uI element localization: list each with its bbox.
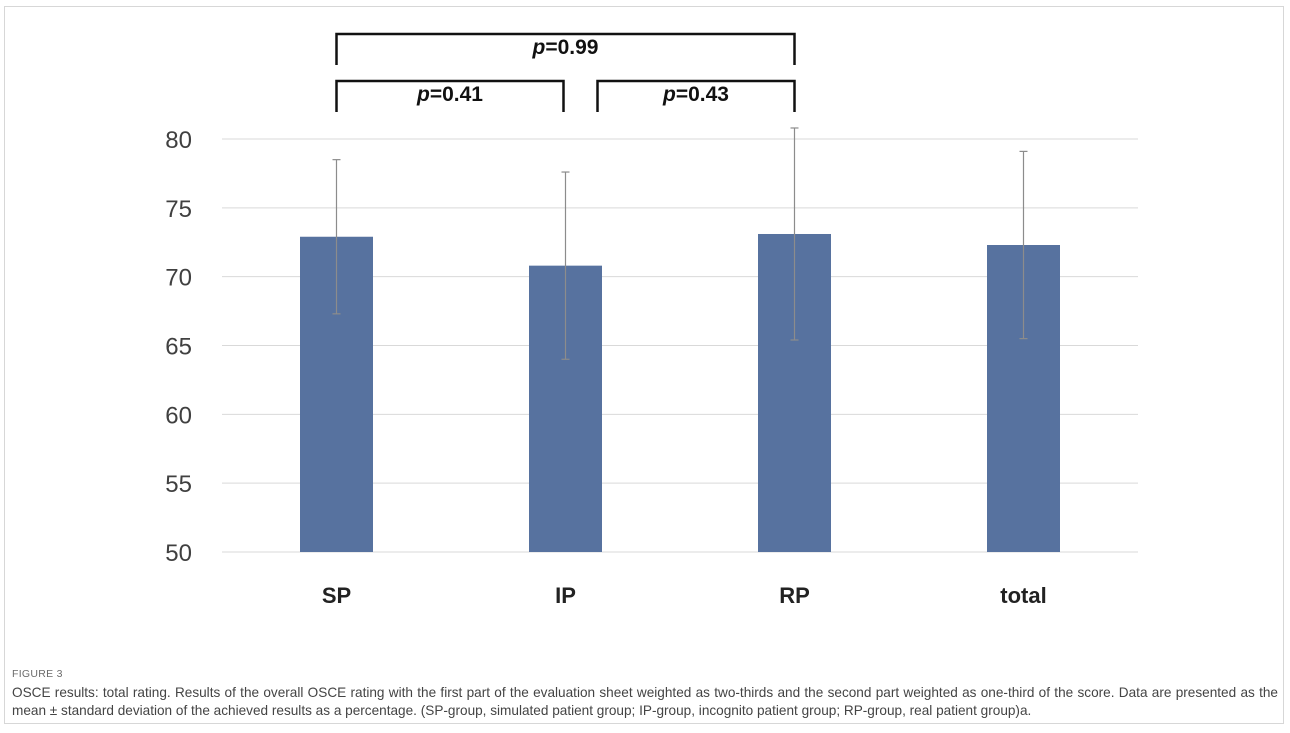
y-tick-label: 65: [165, 334, 192, 361]
significance-bracket: [335, 32, 796, 65]
y-tick-label: 55: [165, 471, 192, 498]
p-value: =0.99: [545, 36, 598, 59]
y-tick-label: 60: [165, 402, 192, 429]
p-value-label: p=0.43: [662, 83, 729, 106]
p-symbol: p: [416, 83, 430, 106]
figure-label: FIGURE 3: [12, 668, 63, 680]
y-tick-label: 75: [165, 196, 192, 223]
y-tick-label: 50: [165, 540, 192, 567]
figure-caption: OSCE results: total rating. Results of t…: [12, 685, 1278, 718]
x-category-label: SP: [322, 583, 351, 608]
figure-caption-block: FIGURE 3 OSCE results: total rating. Res…: [12, 668, 1278, 720]
x-category-label: IP: [555, 583, 576, 608]
significance-bracket: [596, 79, 796, 112]
p-symbol: p: [662, 83, 676, 106]
p-value: =0.41: [430, 83, 483, 106]
x-category-label: total: [1000, 583, 1046, 608]
p-value-label: p=0.99: [532, 36, 599, 59]
p-value-label: p=0.41: [416, 83, 483, 106]
y-tick-label: 70: [165, 265, 192, 292]
y-tick-label: 80: [165, 127, 192, 154]
x-category-label: RP: [779, 583, 810, 608]
significance-bracket: [335, 79, 565, 112]
figure-frame: [4, 6, 1284, 724]
p-value: =0.43: [676, 83, 729, 106]
p-symbol: p: [532, 36, 546, 59]
